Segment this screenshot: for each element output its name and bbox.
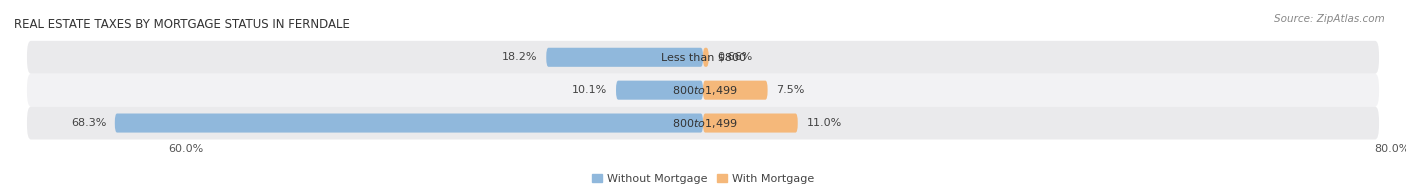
Text: Less than $800: Less than $800: [654, 52, 752, 62]
Text: 7.5%: 7.5%: [776, 85, 804, 95]
Text: 0.66%: 0.66%: [717, 52, 752, 62]
Text: $800 to $1,499: $800 to $1,499: [665, 117, 741, 130]
FancyBboxPatch shape: [616, 81, 703, 100]
FancyBboxPatch shape: [703, 113, 797, 132]
FancyBboxPatch shape: [703, 81, 768, 100]
FancyBboxPatch shape: [703, 48, 709, 67]
Text: 68.3%: 68.3%: [70, 118, 107, 128]
FancyBboxPatch shape: [27, 74, 1379, 107]
Text: 18.2%: 18.2%: [502, 52, 537, 62]
Text: $800 to $1,499: $800 to $1,499: [665, 84, 741, 97]
Text: Source: ZipAtlas.com: Source: ZipAtlas.com: [1274, 14, 1385, 24]
FancyBboxPatch shape: [115, 113, 703, 132]
Text: REAL ESTATE TAXES BY MORTGAGE STATUS IN FERNDALE: REAL ESTATE TAXES BY MORTGAGE STATUS IN …: [14, 18, 350, 31]
FancyBboxPatch shape: [27, 107, 1379, 140]
Text: 10.1%: 10.1%: [572, 85, 607, 95]
Legend: Without Mortgage, With Mortgage: Without Mortgage, With Mortgage: [588, 170, 818, 189]
FancyBboxPatch shape: [27, 41, 1379, 74]
FancyBboxPatch shape: [547, 48, 703, 67]
Text: 11.0%: 11.0%: [807, 118, 842, 128]
